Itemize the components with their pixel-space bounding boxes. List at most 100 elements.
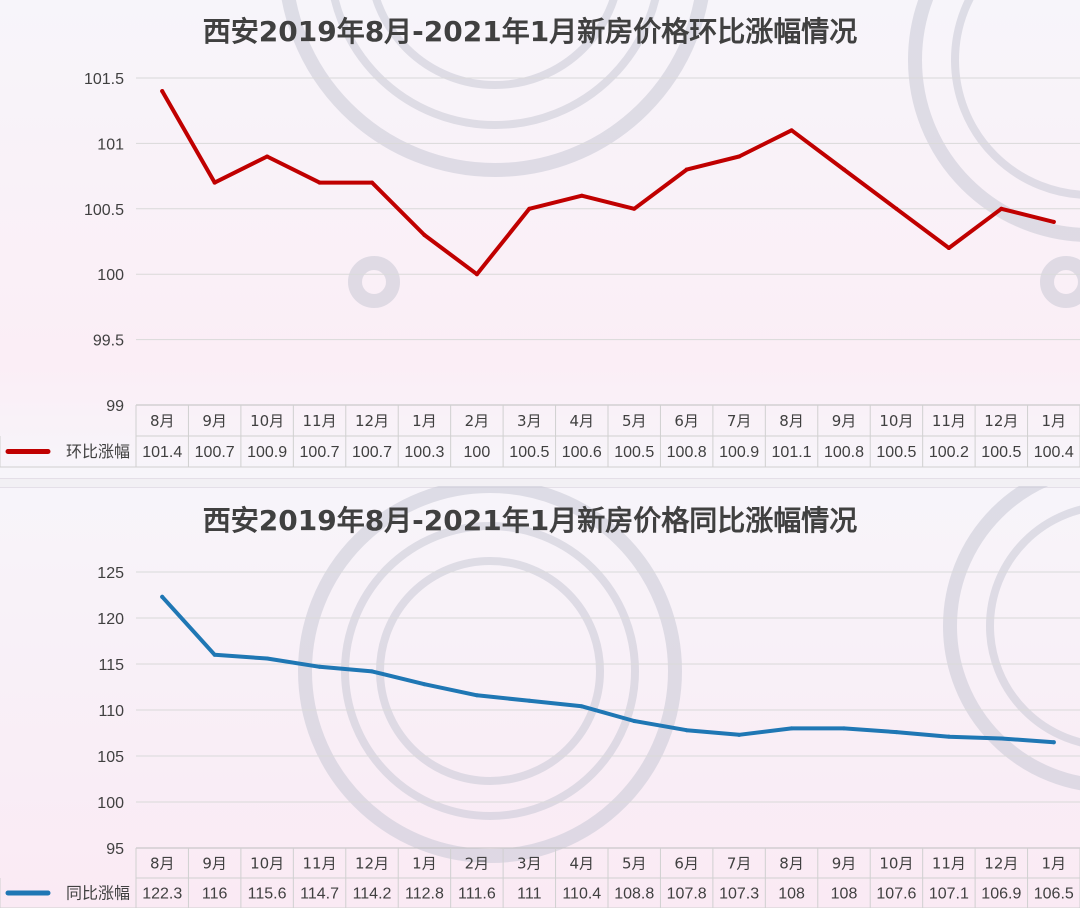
category-label: 10月 bbox=[250, 412, 284, 430]
data-label: 100.6 bbox=[562, 444, 602, 461]
data-label: 110.4 bbox=[562, 885, 601, 902]
legend-label-yoy: 同比涨幅 bbox=[66, 883, 130, 902]
category-label: 1月 bbox=[412, 412, 437, 430]
chart-year-on-year: 西安2019年8月-2021年1月新房价格同比涨幅情况 95 100 105 110 11… bbox=[0, 486, 1080, 908]
data-table bbox=[0, 848, 1080, 908]
data-label: 100.5 bbox=[876, 444, 916, 461]
data-label: 112.8 bbox=[405, 885, 444, 902]
data-point bbox=[946, 734, 951, 739]
y-tick-label: 105 bbox=[97, 749, 124, 766]
data-label: 107.3 bbox=[719, 885, 759, 902]
chart-svg-year-on-year: 西安2019年8月-2021年1月新房价格同比涨幅情况 95 100 105 110 11… bbox=[0, 486, 1080, 908]
data-point bbox=[317, 664, 322, 669]
data-point bbox=[579, 704, 584, 709]
category-label: 12月 bbox=[355, 854, 389, 872]
category-label: 2月 bbox=[465, 854, 490, 872]
data-point bbox=[317, 180, 322, 185]
chart-title: 西安2019年8月-2021年1月新房价格同比涨幅情况 bbox=[203, 504, 857, 537]
y-tick-label: 95 bbox=[106, 841, 124, 858]
category-label: 7月 bbox=[727, 412, 752, 430]
category-label: 11月 bbox=[932, 854, 966, 872]
category-label: 1月 bbox=[412, 854, 437, 872]
chart-month-on-month: 西安2019年8月-2021年1月新房价格环比涨幅情况 99 99.5 100 100.… bbox=[0, 0, 1080, 468]
data-label: 100.8 bbox=[824, 444, 864, 461]
chart-title: 西安2019年8月-2021年1月新房价格环比涨幅情况 bbox=[203, 15, 857, 48]
category-label: 5月 bbox=[622, 412, 647, 430]
category-label: 8月 bbox=[779, 854, 804, 872]
watermark-ring bbox=[341, 522, 639, 820]
chart-svg-month-on-month: 西安2019年8月-2021年1月新房价格环比涨幅情况 99 99.5 100 100.… bbox=[0, 0, 1080, 468]
data-label: 111.6 bbox=[458, 885, 496, 902]
category-label: 6月 bbox=[674, 854, 699, 872]
data-point bbox=[842, 726, 846, 731]
category-label: 4月 bbox=[570, 412, 595, 430]
data-point bbox=[684, 728, 689, 733]
data-point bbox=[212, 180, 217, 185]
y-tick-label: 100.5 bbox=[84, 202, 124, 219]
category-label: 2月 bbox=[465, 412, 490, 430]
category-label: 6月 bbox=[674, 412, 699, 430]
y-tick-label: 115 bbox=[98, 657, 124, 674]
category-label: 9月 bbox=[832, 412, 857, 430]
data-point bbox=[160, 89, 165, 94]
category-label: 3月 bbox=[517, 412, 542, 430]
category-label: 11月 bbox=[932, 412, 966, 430]
data-point bbox=[737, 732, 742, 737]
watermark-seal bbox=[1040, 256, 1080, 308]
data-point bbox=[370, 180, 374, 185]
watermark-ring bbox=[908, 0, 1080, 242]
watermark-ring bbox=[330, 0, 660, 129]
data-label: 114.2 bbox=[353, 885, 392, 902]
data-label: 100.7 bbox=[352, 444, 392, 461]
watermark-seal bbox=[348, 256, 400, 308]
data-point bbox=[212, 652, 217, 657]
data-label: 100.9 bbox=[247, 444, 287, 461]
watermark-ring bbox=[298, 486, 682, 863]
data-point bbox=[632, 206, 637, 211]
y-tick-label: 125 bbox=[97, 565, 124, 582]
data-label: 116 bbox=[202, 885, 228, 902]
series-line-mom bbox=[160, 89, 1056, 277]
legend-label-mom: 环比涨幅 bbox=[66, 442, 130, 461]
data-label: 107.6 bbox=[876, 885, 916, 902]
category-label: 1月 bbox=[1042, 412, 1067, 430]
y-tick-label: 101 bbox=[97, 136, 124, 153]
data-label: 100.2 bbox=[929, 444, 969, 461]
data-point bbox=[999, 736, 1004, 741]
data-label: 100.4 bbox=[1034, 444, 1074, 461]
data-label: 100.9 bbox=[719, 444, 759, 461]
data-label: 100.5 bbox=[509, 444, 549, 461]
category-label: 12月 bbox=[984, 854, 1018, 872]
data-point bbox=[1051, 740, 1056, 745]
watermark-ring bbox=[1040, 256, 1080, 308]
data-point bbox=[370, 669, 374, 674]
data-point bbox=[422, 682, 427, 687]
y-tick-label: 100 bbox=[97, 795, 124, 812]
data-point bbox=[265, 656, 270, 661]
category-label: 11月 bbox=[303, 412, 337, 430]
watermark-ring bbox=[372, 0, 618, 89]
watermark-seal bbox=[908, 0, 1080, 242]
series-line-yoy bbox=[160, 594, 1056, 745]
watermark-ring bbox=[376, 557, 604, 785]
category-label: 10月 bbox=[879, 412, 913, 430]
data-point bbox=[527, 698, 532, 703]
data-label: 101.4 bbox=[142, 444, 182, 461]
data-label: 107.8 bbox=[667, 885, 707, 902]
data-label: 107.1 bbox=[929, 885, 969, 902]
data-point bbox=[894, 206, 899, 211]
watermark-ring bbox=[951, 0, 1080, 199]
data-label: 122.3 bbox=[142, 885, 182, 902]
category-label: 7月 bbox=[727, 854, 752, 872]
category-label: 8月 bbox=[150, 854, 175, 872]
data-label: 101.1 bbox=[772, 444, 812, 461]
data-label: 100.7 bbox=[300, 444, 340, 461]
data-point bbox=[265, 154, 270, 159]
category-label: 5月 bbox=[622, 854, 647, 872]
category-label: 4月 bbox=[570, 854, 595, 872]
category-label: 9月 bbox=[832, 854, 857, 872]
watermark-seal bbox=[281, 0, 709, 177]
data-label: 115.6 bbox=[248, 885, 287, 902]
watermark-ring bbox=[348, 256, 400, 308]
category-label: 1月 bbox=[1042, 854, 1067, 872]
